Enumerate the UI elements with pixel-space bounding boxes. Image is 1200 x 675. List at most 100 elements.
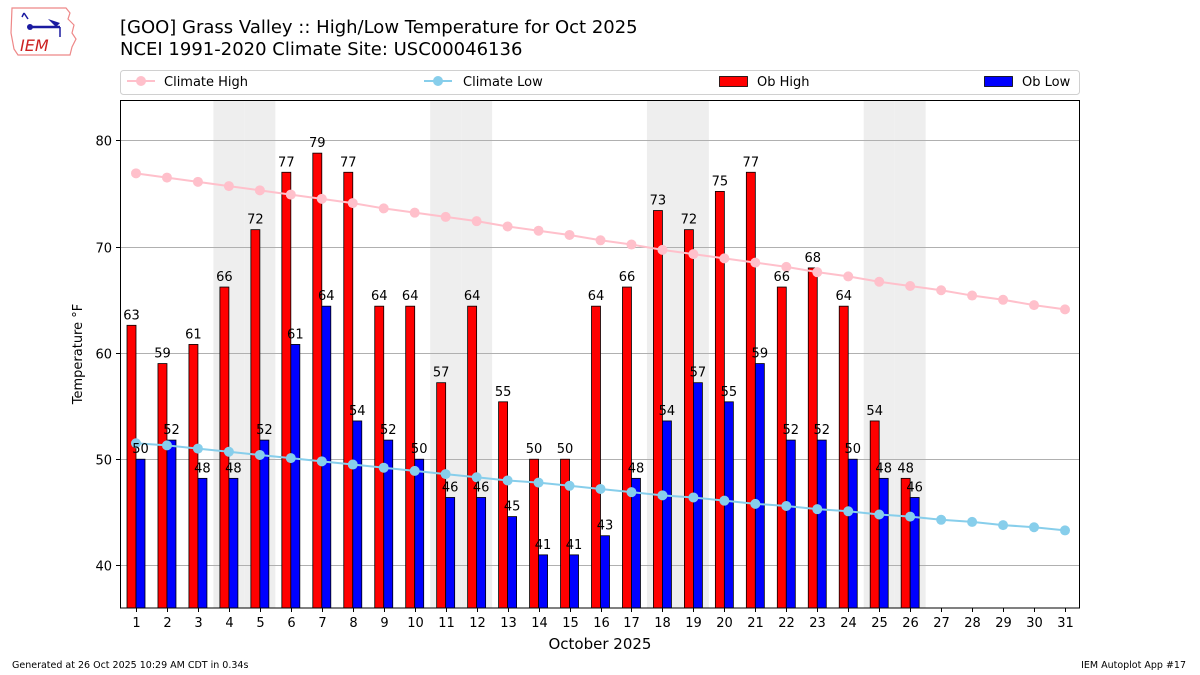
label-ob-high: 75 xyxy=(712,174,729,189)
label-ob-low: 50 xyxy=(132,442,149,457)
bar-ob-low xyxy=(228,477,239,609)
x-axis-label: October 2025 xyxy=(549,635,652,653)
bar-ob-low xyxy=(816,439,827,609)
climate-lines xyxy=(131,168,1070,536)
label-ob-high: 64 xyxy=(402,289,419,304)
point-climate-low xyxy=(502,475,513,486)
point-climate-low xyxy=(533,477,544,488)
label-ob-high: 66 xyxy=(216,270,233,285)
label-ob-high: 66 xyxy=(774,270,791,285)
x-axis-ticks: 1 2 3 4 5 6 7 8 9 10 11 12 13 14 15 16 17 18 19 20 21 22 23 24 2… xyxy=(132,608,1074,631)
x-tick-label: 23 xyxy=(809,616,826,631)
x-tick-label: 9 xyxy=(380,616,388,631)
label-ob-high: 72 xyxy=(247,213,264,228)
bar-ob-low xyxy=(878,477,889,609)
x-tick-label: 6 xyxy=(287,616,295,631)
point-climate-low xyxy=(812,504,823,515)
legend-swatch-ob-low xyxy=(984,76,1013,87)
bar-ob-high xyxy=(250,229,261,609)
bar-ob-low xyxy=(538,554,548,609)
legend: Climate High Climate Low Ob High Ob Low xyxy=(120,70,1080,95)
label-ob-low: 54 xyxy=(349,404,366,419)
point-climate-low xyxy=(223,446,234,457)
point-climate-low xyxy=(1029,522,1040,533)
point-climate-low xyxy=(471,472,482,483)
label-ob-high: 50 xyxy=(557,442,574,457)
label-ob-high: 64 xyxy=(588,289,605,304)
label-ob-low: 43 xyxy=(597,519,614,534)
y-axis-label: Temperature °F xyxy=(71,304,86,405)
label-ob-low: 52 xyxy=(163,423,180,438)
bar-ob-low xyxy=(785,439,796,609)
bar-ob-high xyxy=(622,286,632,609)
label-ob-high: 64 xyxy=(464,289,481,304)
point-climate-low xyxy=(657,490,668,501)
label-ob-high: 54 xyxy=(866,404,883,419)
label-ob-low: 46 xyxy=(473,480,490,495)
y-tick-label: 50 xyxy=(95,454,112,469)
bar-ob-high xyxy=(374,305,385,609)
x-tick-label: 15 xyxy=(562,616,579,631)
point-climate-high xyxy=(316,193,327,204)
point-climate-low xyxy=(781,500,792,511)
x-tick-label: 26 xyxy=(902,616,919,631)
label-ob-low: 55 xyxy=(721,385,738,400)
bar-ob-low xyxy=(662,420,672,609)
x-tick-label: 30 xyxy=(1026,616,1043,631)
x-tick-label: 21 xyxy=(747,616,764,631)
bar-ob-low xyxy=(754,363,765,609)
point-climate-high xyxy=(626,239,637,250)
x-tick-label: 14 xyxy=(531,616,548,631)
label-ob-high: 64 xyxy=(371,289,388,304)
bar-ob-low xyxy=(135,458,146,609)
bar-ob-high xyxy=(281,171,292,609)
point-climate-low xyxy=(874,509,885,520)
x-tick-label: 8 xyxy=(349,616,357,631)
point-climate-high xyxy=(161,172,172,183)
x-tick-label: 4 xyxy=(225,616,233,631)
label-ob-low: 48 xyxy=(628,461,645,476)
bar-ob-low xyxy=(197,477,208,609)
point-climate-high xyxy=(440,211,451,222)
bar-labels: 63 59 61 66 72 77 79 77 64 64 57 64 55 50 50 64 66 73 72 75… xyxy=(123,136,923,553)
point-climate-high xyxy=(657,244,668,255)
x-tick-label: 29 xyxy=(995,616,1012,631)
point-climate-high xyxy=(502,221,513,232)
bar-ob-low xyxy=(259,439,270,609)
point-climate-low xyxy=(843,506,854,517)
point-climate-high xyxy=(471,216,482,227)
bar-ob-low xyxy=(507,516,518,609)
label-ob-low: 64 xyxy=(318,289,335,304)
point-climate-high xyxy=(595,235,606,246)
point-climate-low xyxy=(595,483,606,494)
point-climate-low xyxy=(719,495,730,506)
x-tick-label: 3 xyxy=(194,616,202,631)
bar-ob-low xyxy=(166,439,177,609)
generated-note: Generated at 26 Oct 2025 10:29 AM CDT in… xyxy=(12,660,249,671)
point-climate-low xyxy=(161,440,172,451)
point-climate-low xyxy=(905,511,916,522)
point-climate-low xyxy=(626,487,637,498)
point-climate-high xyxy=(1060,304,1070,315)
point-climate-high xyxy=(998,294,1009,305)
point-climate-high xyxy=(409,207,420,218)
bar-ob-low xyxy=(290,344,301,609)
label-ob-high: 68 xyxy=(804,251,821,266)
point-climate-high xyxy=(874,276,885,287)
x-tick-label: 17 xyxy=(623,616,640,631)
x-tick-label: 27 xyxy=(933,616,950,631)
legend-label-climate-low: Climate Low xyxy=(463,75,543,90)
label-ob-high: 57 xyxy=(433,366,450,381)
point-climate-low xyxy=(131,438,141,449)
label-ob-low: 52 xyxy=(813,423,830,438)
bar-ob-high xyxy=(591,305,601,609)
label-ob-low: 46 xyxy=(442,480,459,495)
x-tick-label: 31 xyxy=(1057,616,1074,631)
point-climate-high xyxy=(378,203,389,214)
point-climate-high xyxy=(1029,300,1040,311)
bar-ob-low xyxy=(569,554,579,609)
x-tick-label: 18 xyxy=(654,616,671,631)
legend-ob-low: Ob Low xyxy=(984,75,1071,90)
point-climate-high xyxy=(843,271,854,282)
label-ob-low: 48 xyxy=(225,461,242,476)
